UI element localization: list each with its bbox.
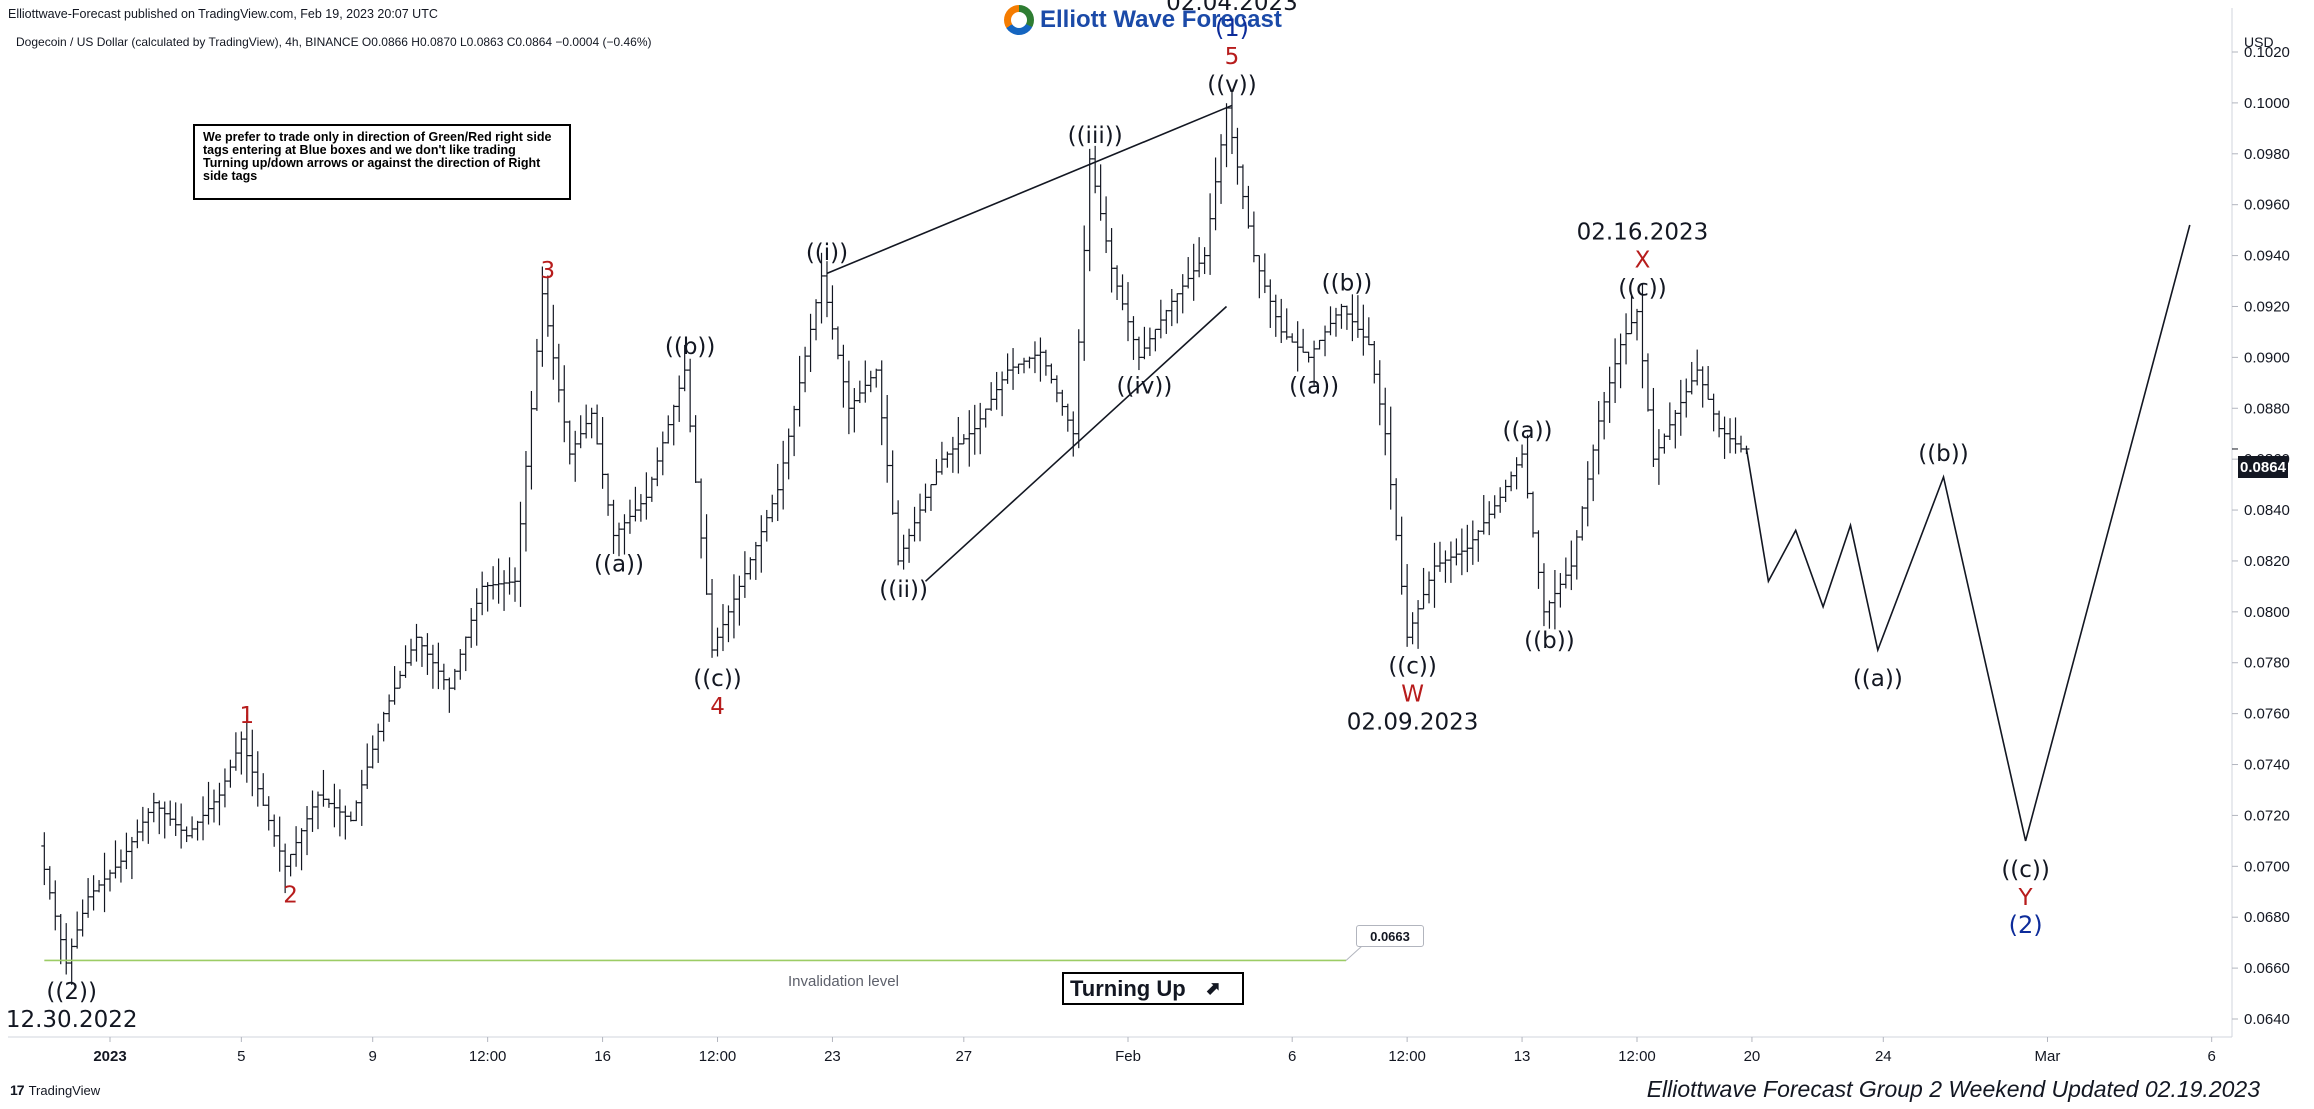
y-tick-label: 0.0760 [2244,706,2290,723]
y-tick-label: 0.0980 [2244,146,2290,163]
y-tick-label: 0.0680 [2244,909,2290,926]
turning-up-label: Turning Up [1070,975,1186,1001]
wave-label: ((iv)) [1116,373,1172,399]
x-tick-label: 12:00 [1618,1048,1656,1065]
wave-label: ((b)) [1524,628,1575,654]
wave-label: ((a)) [1289,373,1339,399]
invalidation-label: Invalidation level [788,973,899,990]
y-tick-label: 0.0940 [2244,248,2290,265]
x-tick-label: 6 [1288,1048,1296,1065]
wave-label: ((ii)) [879,577,928,603]
y-tick-label: 0.1020 [2244,44,2290,61]
brand-name: Elliott Wave Forecast [1040,6,1282,33]
trading-note: We prefer to trade only in direction of … [193,124,571,200]
y-tick-label: 0.0880 [2244,400,2290,417]
x-tick-label: Mar [2035,1048,2061,1065]
tradingview-logo: 17 TradingView [10,1082,100,1098]
price-layer [41,91,1750,985]
x-tick-label: 20 [1744,1048,1761,1065]
invalidation-value-box: 0.0663 [1356,925,1424,947]
x-tick-label: Feb [1115,1048,1141,1065]
x-tick-label: 24 [1875,1048,1892,1065]
x-tick-label: 27 [955,1048,972,1065]
wave-label: (1) [1215,14,1249,42]
wave-label: 2 [283,882,298,908]
y-tick-label: 0.0720 [2244,807,2290,824]
y-tick-label: 0.0920 [2244,298,2290,315]
wave-label: 5 [1225,44,1240,70]
last-price-tag: 0.0864 [2238,456,2288,478]
symbol-info: Dogecoin / US Dollar (calculated by Trad… [16,35,652,49]
date-label: 02.04.2023 [1166,0,1298,16]
wave-label: 1 [240,703,255,729]
x-tick-label: 5 [237,1048,245,1065]
trendline [826,104,1233,275]
date-label: 02.09.2023 [1347,709,1479,735]
brand-logo-icon [1004,5,1034,35]
y-tick-label: 0.0840 [2244,502,2290,519]
x-tick-label: 12:00 [469,1048,507,1065]
wave-label: 4 [710,694,725,720]
wave-label: ((c)) [1388,653,1437,679]
wave-label: ((c)) [1618,276,1667,302]
x-tick-label: 12:00 [699,1048,737,1065]
invalidation-callout-line [1345,945,1363,961]
tradingview-logo-icon: 17 [10,1082,25,1098]
tradingview-label: TradingView [28,1082,101,1098]
y-tick-label: 0.0780 [2244,655,2290,672]
date-label: 02.16.2023 [1577,220,1709,246]
wave-label: ((a)) [594,552,644,578]
y-tick-label: 0.0820 [2244,553,2290,570]
y-tick-label: 0.0740 [2244,757,2290,774]
currency-label: USD [2244,34,2274,50]
projection-path [1745,224,2191,842]
y-tick-label: 0.0800 [2244,604,2290,621]
date-label: 12.30.2022 [6,1007,138,1033]
update-footer: Elliottwave Forecast Group 2 Weekend Upd… [1646,1076,2260,1102]
arrow-up-right-icon: ⬈ [1205,978,1221,998]
x-tick-label: 12:00 [1388,1048,1426,1065]
wave-label: W [1401,681,1424,707]
wave-label: X [1635,248,1651,274]
wave-label: ((b)) [665,334,716,360]
y-tick-label: 0.0900 [2244,349,2290,366]
x-tick-label: 9 [369,1048,377,1065]
published-info: Elliottwave-Forecast published on Tradin… [8,7,438,21]
trendline [924,305,1228,582]
wave-label: (2) [2009,911,2043,939]
x-tick-label: 23 [824,1048,841,1065]
y-tick-label: 0.0660 [2244,960,2290,977]
wave-label: ((c)) [693,666,742,692]
y-tick-label: 0.0700 [2244,858,2290,875]
wave-label: ((v)) [1207,72,1257,98]
x-tick-label: 13 [1514,1048,1531,1065]
wave-label: ((i)) [806,240,848,266]
wave-label: 3 [541,258,556,284]
wave-label: ((a)) [1503,418,1553,444]
x-tick-label: 16 [594,1048,611,1065]
wave-label: ((a)) [1853,666,1903,692]
wave-label: ((b)) [1322,270,1373,296]
wave-label: ((iii)) [1068,123,1123,149]
axes-layer: 0.1020 0.1000 0.0980 0.0960 0.0940 0.0920 0.09… [8,8,2290,1065]
annotation-layer [44,104,2238,962]
y-tick-label: 0.1000 [2244,95,2290,112]
wave-label: ((2)) [46,979,97,1005]
y-tick-label: 0.0640 [2244,1011,2290,1028]
y-tick-label: 0.0960 [2244,197,2290,214]
brand-header: Elliott Wave Forecast [1004,4,1282,36]
wave-label: Y [2018,885,2034,911]
x-tick-label: 6 [2208,1048,2216,1065]
turning-up-box: Turning Up ⬈ [1062,972,1244,1005]
label-layer: ((2))123((a))((b))((c))4((i))((ii))((iii… [6,0,2050,1033]
wave-label: ((c)) [2001,857,2050,883]
x-tick-label: 2023 [93,1048,126,1065]
wave-label: ((b)) [1918,441,1969,467]
